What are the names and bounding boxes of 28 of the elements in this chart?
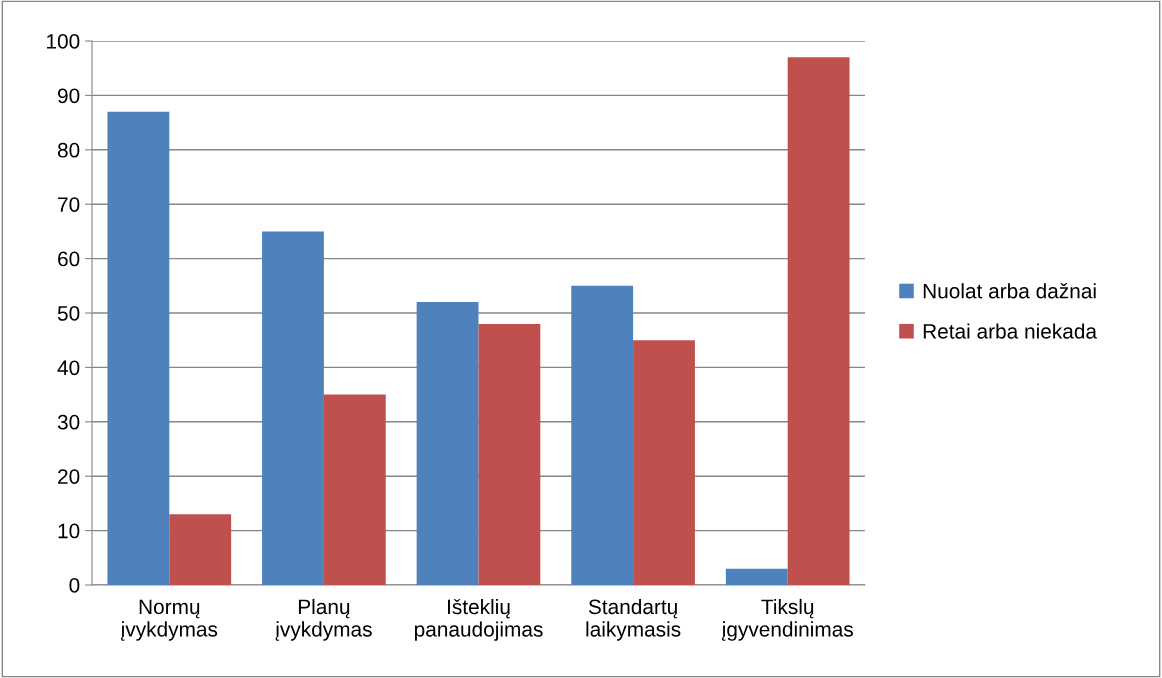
y-tick-label: 90 <box>58 88 80 104</box>
y-tick-label: 80 <box>57 142 80 158</box>
y-tick-label: 30 <box>57 414 80 430</box>
y-tick-label: 50 <box>57 306 80 321</box>
x-tick-label: Tikslų įgyvendinimas <box>722 598 853 641</box>
bar <box>725 568 788 585</box>
bar <box>633 340 695 585</box>
y-tick-label: 70 <box>58 197 80 212</box>
bar <box>107 111 170 585</box>
bar <box>787 57 850 585</box>
y-tick-label: 100 <box>47 34 80 49</box>
bar <box>416 302 479 585</box>
x-tick-label: Standartų laikymasis <box>586 598 681 641</box>
x-tick-label: Išteklių panaudojimas <box>414 598 543 641</box>
y-tick-label: 40 <box>57 360 80 376</box>
bar <box>262 231 324 585</box>
x-tick-label: Planų įvykdymas <box>275 598 372 641</box>
bar <box>169 514 232 585</box>
y-tick-label: 60 <box>58 251 80 267</box>
legend-label: Nuolat arba dažnai <box>923 283 1096 299</box>
y-tick-label: 0 <box>69 578 80 593</box>
bar <box>478 323 541 585</box>
x-tick-label: Normų įvykdymas <box>121 599 218 641</box>
y-tick-label: 20 <box>58 469 80 484</box>
legend-label: Retai arba niekada <box>923 323 1098 339</box>
bar <box>323 394 386 585</box>
bar <box>571 285 634 585</box>
y-tick-label: 10 <box>58 523 80 539</box>
